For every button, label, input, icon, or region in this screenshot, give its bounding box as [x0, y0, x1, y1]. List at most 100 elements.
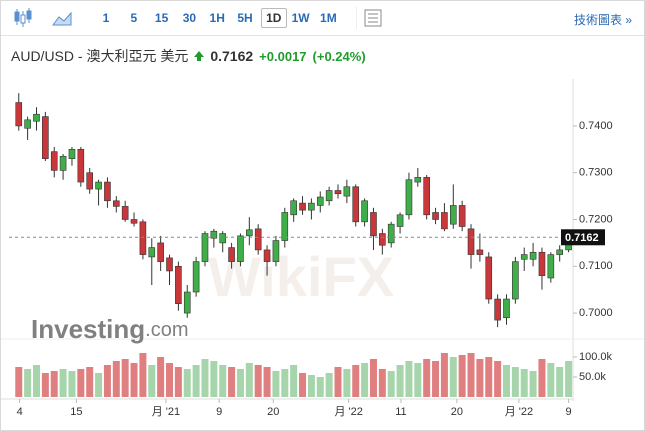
volume-bar — [263, 367, 271, 397]
interval-button[interactable]: 1D — [260, 8, 287, 28]
price-change: +0.0017 — [259, 48, 307, 64]
volume-bar — [511, 367, 519, 397]
candle-body — [494, 298, 501, 321]
y-tick-label: 0.7000 — [579, 307, 613, 319]
volume-bar — [547, 363, 555, 397]
area-icon — [52, 11, 72, 26]
y-tick-label: 0.7400 — [579, 120, 613, 132]
quote-line: AUD/USD - 澳大利亞元 美元 0.7162 +0.0017 (+0.24… — [11, 46, 366, 66]
price-tag — [561, 229, 605, 246]
y-tick-label: 0.7100 — [579, 260, 613, 272]
candle-body — [228, 247, 235, 262]
interval-button[interactable]: 15 — [154, 11, 169, 25]
x-tick-label: 月 '22 — [334, 406, 362, 418]
candle-body — [449, 205, 457, 225]
volume-bar — [369, 359, 377, 397]
volume-bar — [307, 375, 315, 397]
candle-body — [529, 251, 537, 260]
candle-body — [272, 240, 280, 262]
volume-bar — [387, 371, 395, 397]
candle-body — [361, 200, 368, 223]
candle-body — [166, 257, 173, 272]
volume-bar — [148, 365, 156, 397]
interval-button[interactable]: 1H — [209, 11, 225, 25]
candle-body — [77, 149, 85, 183]
volume-bar — [201, 359, 209, 397]
volume-bar — [414, 363, 422, 397]
candle-body — [405, 179, 413, 216]
volume-tick-label: 50.0k — [579, 371, 606, 383]
candle-body — [263, 249, 271, 262]
volume-bar — [254, 365, 262, 397]
interval-button[interactable]: 1M — [320, 11, 337, 25]
volume-bar — [166, 363, 174, 397]
candle-body — [414, 177, 422, 183]
candle-body — [467, 228, 475, 255]
candle-body — [538, 251, 546, 276]
volume-bar — [103, 365, 111, 397]
x-tick-label: 月 '22 — [505, 406, 533, 418]
volume-bar — [15, 367, 23, 397]
candle-body — [68, 149, 76, 159]
volume-bar — [556, 367, 564, 397]
volume-bar — [565, 361, 573, 397]
candle-body — [183, 291, 191, 314]
candle-body — [121, 206, 129, 220]
chart-type-icons — [14, 8, 72, 27]
candle-body — [352, 186, 360, 223]
x-tick-label: 20 — [451, 406, 463, 418]
volume-bar — [378, 369, 386, 397]
volume-bar — [361, 363, 369, 397]
candle-body — [485, 256, 493, 300]
candle-body — [157, 242, 164, 262]
volume-bar — [281, 369, 289, 397]
candle-body — [130, 219, 138, 224]
volume-bar — [219, 365, 227, 397]
candle-body — [175, 265, 182, 305]
volume-bar — [32, 365, 40, 397]
interval-button[interactable]: 1W — [291, 11, 310, 25]
volume-bar — [95, 373, 103, 397]
volume-bar — [476, 359, 484, 397]
interval-button[interactable]: 30 — [182, 11, 197, 25]
x-tick-label: 15 — [70, 406, 82, 418]
volume-bar — [325, 373, 333, 397]
volume-bar — [405, 361, 413, 397]
y-tick-label: 0.7300 — [579, 167, 613, 179]
candle-body — [476, 249, 484, 255]
up-arrow — [194, 51, 205, 61]
candle-body — [15, 102, 23, 127]
price-change-percent: (+0.24%) — [312, 48, 366, 64]
candle-body — [237, 235, 244, 262]
interval-button[interactable]: 5H — [237, 11, 253, 25]
interval-button[interactable]: 1 — [102, 11, 110, 25]
x-tick-label: 11 — [395, 406, 406, 418]
candle-body — [59, 156, 67, 171]
volume-bar — [68, 371, 76, 397]
candle-icon — [14, 8, 32, 27]
volume-bar — [343, 369, 351, 397]
volume-bar — [440, 353, 448, 397]
last-price: 0.7162 — [210, 48, 254, 64]
candle-body — [299, 202, 306, 211]
volume-bar — [236, 369, 244, 397]
brand-suffix: .com — [145, 319, 188, 341]
candle-body — [308, 202, 315, 211]
candle-body — [387, 223, 395, 244]
volume-bar — [77, 369, 85, 397]
technical-chart-link[interactable]: 技術圖表 » — [573, 13, 632, 27]
candle-body — [503, 298, 510, 319]
volume-bar — [290, 365, 298, 397]
x-tick-label: 月 '21 — [152, 406, 180, 418]
volume-bar — [449, 357, 457, 397]
volume-bar — [192, 365, 200, 397]
chart-title: AUD/USD - 澳大利亞元 美元 — [11, 48, 189, 64]
candle-body — [219, 233, 227, 244]
interval-button[interactable]: 5 — [130, 11, 138, 25]
volume-bar — [352, 365, 360, 397]
volume-bar — [228, 367, 236, 397]
volume-bar — [59, 369, 67, 397]
brand-logo: Investing.com — [31, 314, 188, 344]
x-tick-label: 20 — [267, 406, 279, 418]
